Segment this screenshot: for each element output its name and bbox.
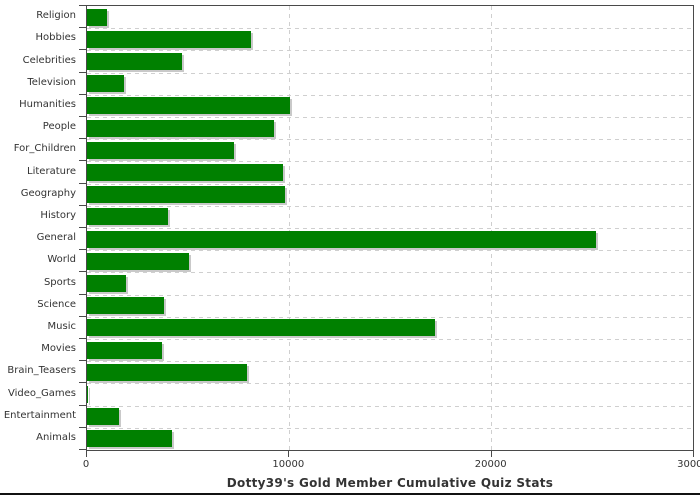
y-axis-label: Movies [41, 343, 76, 355]
horizontal-gridline [87, 272, 693, 274]
x-axis-tick [86, 451, 87, 457]
y-axis-tick [79, 183, 86, 184]
y-axis-tick [79, 382, 86, 383]
y-axis-label: Brain_Teasers [7, 365, 76, 377]
x-axis-tick-label: 20000 [474, 459, 507, 470]
bar-people [87, 119, 275, 137]
y-axis-tick [79, 316, 86, 317]
y-axis-label: History [40, 209, 76, 221]
y-axis-label: Science [37, 298, 76, 310]
bar-science [87, 297, 164, 315]
y-axis-label: Geography [20, 187, 76, 199]
bar-music [87, 319, 436, 337]
y-axis-tick [79, 338, 86, 339]
y-axis-tick [79, 116, 86, 117]
bar-entertainment [87, 408, 120, 426]
horizontal-gridline [87, 139, 693, 141]
bar-brain_teasers [87, 363, 248, 381]
y-axis-label: Religion [36, 10, 76, 22]
bar-video_games [87, 385, 88, 403]
bar-for_children [87, 141, 235, 159]
x-axis-tick-label: 30000 [677, 459, 700, 470]
horizontal-gridline [87, 294, 693, 296]
y-axis-label: Sports [43, 276, 76, 288]
x-axis-tick [693, 451, 694, 457]
y-axis-tick [79, 449, 86, 450]
horizontal-gridline [87, 228, 693, 229]
x-axis-tick-label: 0 [82, 459, 90, 470]
bottom-rule [0, 493, 700, 495]
bar-hobbies [87, 30, 251, 48]
horizontal-gridline [87, 28, 693, 30]
bar-movies [87, 341, 162, 359]
horizontal-gridline [87, 250, 693, 252]
bar-celebrities [87, 52, 182, 70]
y-axis-label: Hobbies [35, 32, 76, 44]
y-axis-label: People [42, 121, 76, 133]
y-axis-label: Literature [27, 165, 76, 177]
y-axis-label: Celebrities [22, 54, 76, 66]
y-axis-tick [79, 227, 86, 228]
y-axis-tick [79, 427, 86, 428]
plot-area [86, 5, 694, 451]
y-axis-tick [79, 94, 86, 95]
horizontal-gridline [87, 427, 693, 429]
y-axis-tick [79, 405, 86, 406]
y-axis-label: Animals [36, 431, 76, 443]
y-axis-tick [79, 205, 86, 206]
bar-literature [87, 163, 283, 181]
y-axis-tick [79, 49, 86, 50]
bar-religion [87, 8, 108, 26]
horizontal-gridline [87, 316, 693, 318]
y-axis-label: World [47, 254, 76, 266]
x-axis-tick-label: 10000 [272, 459, 305, 470]
y-axis-label: Television [27, 76, 76, 88]
y-axis-tick [79, 138, 86, 139]
horizontal-gridline [87, 405, 693, 407]
horizontal-gridline [87, 94, 693, 96]
horizontal-gridline [87, 161, 693, 163]
y-axis-label: General [36, 232, 76, 244]
bar-television [87, 75, 125, 93]
bar-general [87, 230, 597, 248]
x-axis-tick [490, 451, 492, 457]
horizontal-gridline [87, 383, 693, 385]
horizontal-gridline [87, 117, 693, 118]
y-axis-tick [79, 27, 86, 28]
y-axis-label: Humanities [19, 98, 76, 110]
bar-history [87, 208, 168, 226]
bar-animals [87, 430, 172, 448]
chart-title: Dotty39's Gold Member Cumulative Quiz St… [226, 476, 554, 490]
y-axis-tick [79, 271, 86, 272]
bar-geography [87, 186, 285, 204]
horizontal-gridline [87, 183, 693, 185]
bar-sports [87, 274, 127, 292]
horizontal-gridline [87, 205, 693, 207]
y-axis-label: Music [47, 320, 76, 332]
y-axis-label: Video_Games [8, 387, 76, 399]
horizontal-gridline [87, 339, 693, 340]
y-axis-tick [79, 72, 86, 73]
horizontal-gridline [87, 361, 693, 363]
y-axis-tick [79, 249, 86, 250]
y-axis-label: For_Children [13, 143, 76, 155]
x-axis-tick [288, 451, 290, 457]
bar-world [87, 252, 189, 270]
y-axis-tick [79, 360, 86, 361]
horizontal-gridline [87, 50, 693, 52]
y-axis-tick [79, 5, 86, 6]
y-axis-tick [79, 294, 86, 295]
bar-humanities [87, 97, 290, 115]
y-axis-tick [79, 160, 86, 161]
horizontal-gridline [87, 72, 693, 74]
y-axis-label: Entertainment [3, 409, 76, 421]
